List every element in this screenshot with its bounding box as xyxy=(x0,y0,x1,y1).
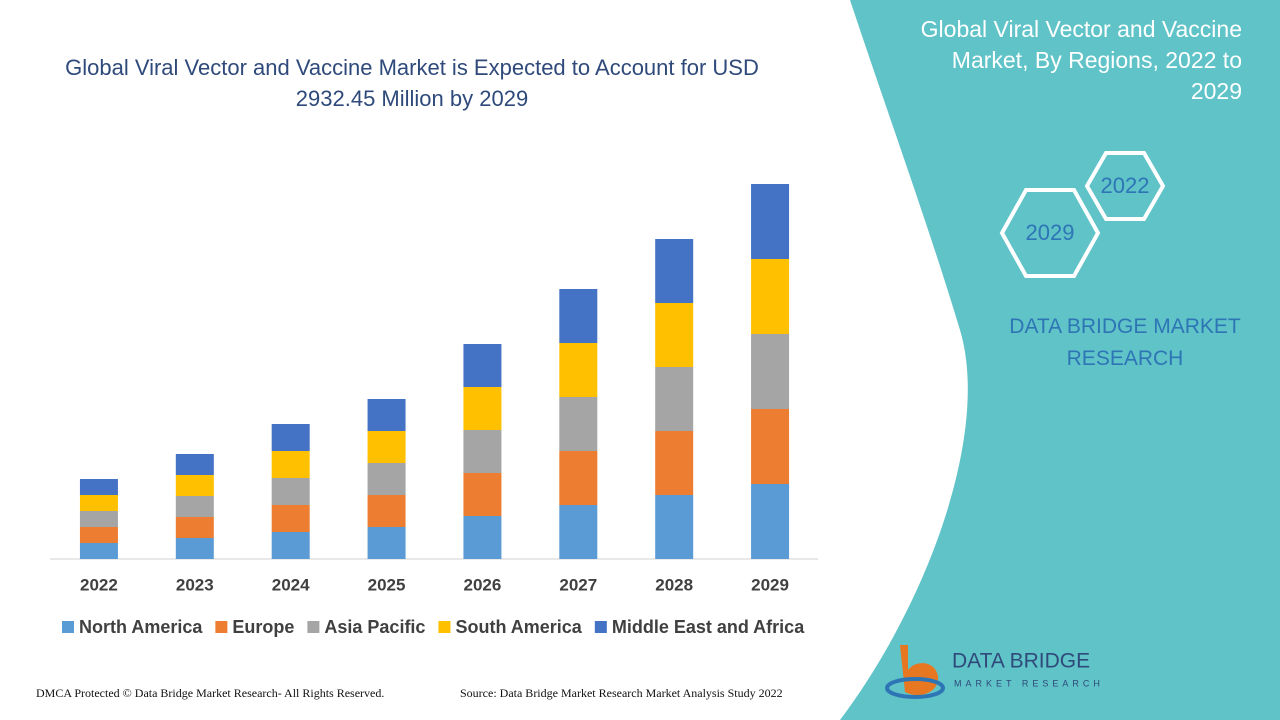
bar-segment xyxy=(655,495,694,559)
bar-segment xyxy=(175,454,214,475)
bar-segment xyxy=(751,184,790,259)
bar-segment xyxy=(175,496,214,517)
bar-segment xyxy=(367,431,406,463)
bar-segment xyxy=(79,495,118,511)
bar-segment xyxy=(463,516,502,559)
bar-segment xyxy=(271,451,310,478)
bar-segment xyxy=(367,463,406,495)
bar-segment xyxy=(559,397,598,451)
bar-segment xyxy=(271,424,310,451)
bar-segment xyxy=(559,289,598,343)
logo-name: DATA BRIDGE xyxy=(952,650,1090,673)
legend-label: Middle East and Africa xyxy=(612,617,805,637)
bar-segment xyxy=(751,484,790,559)
bar-segment xyxy=(751,334,790,409)
x-tick-label: 2027 xyxy=(559,575,597,594)
logo-tagline: MARKET RESEARCH xyxy=(954,678,1104,688)
side-panel xyxy=(840,0,1280,720)
legend-swatch xyxy=(215,621,228,633)
bar-segment xyxy=(79,511,118,527)
hex-label: 2029 xyxy=(1026,220,1075,245)
bar-segment xyxy=(271,478,310,505)
brand: DATA BRIDGE MARKET RESEARCH xyxy=(1009,315,1241,370)
bar-segment xyxy=(559,343,598,397)
legend-swatch xyxy=(307,621,320,633)
x-tick-label: 2028 xyxy=(655,575,693,594)
logo: DATA BRIDGE MARKET RESEARCH xyxy=(885,645,1104,699)
bar-segment xyxy=(559,505,598,559)
bar-segment xyxy=(367,399,406,431)
hex-label: 2022 xyxy=(1101,173,1150,198)
legend-swatch xyxy=(594,621,607,633)
bar-segment xyxy=(79,543,118,559)
logo-mark xyxy=(900,645,939,696)
x-tick-label: 2023 xyxy=(176,575,214,594)
bar-segment xyxy=(751,259,790,334)
x-tick-label: 2026 xyxy=(464,575,502,594)
bar-segment xyxy=(271,532,310,559)
bar-segment xyxy=(655,431,694,495)
bar-segment xyxy=(175,517,214,538)
bar-segment xyxy=(655,367,694,431)
legend-label: South America xyxy=(455,617,582,637)
hexagon xyxy=(999,188,1101,278)
legend-swatch xyxy=(438,621,451,633)
hexagon xyxy=(1084,151,1166,221)
bar-segment xyxy=(367,495,406,527)
bar-segment xyxy=(463,473,502,516)
x-tick-label: 2025 xyxy=(368,575,406,594)
footer-left: DMCA Protected © Data Bridge Market Rese… xyxy=(36,686,385,700)
legend-label: North America xyxy=(79,617,203,637)
footer-right: Source: Data Bridge Market Research Mark… xyxy=(460,686,783,700)
legend-swatch xyxy=(62,621,74,633)
bar-segment xyxy=(463,344,502,387)
x-tick-label: 2022 xyxy=(80,575,118,594)
bar-segment xyxy=(559,451,598,505)
bar-segment xyxy=(175,538,214,559)
legend-label: Europe xyxy=(232,617,294,637)
bar-segment xyxy=(655,239,694,303)
legend-label: Asia Pacific xyxy=(324,617,425,637)
bar-segment xyxy=(367,527,406,559)
panel-heading: Global Viral Vector and Vaccine Market, … xyxy=(920,16,1242,104)
x-tick-label: 2029 xyxy=(751,575,789,594)
bar-segment xyxy=(463,430,502,473)
bar-segment xyxy=(79,527,118,543)
bar-segment xyxy=(271,505,310,532)
chart-title: Global Viral Vector and Vaccine Market i… xyxy=(65,55,759,111)
bar-segment xyxy=(175,475,214,496)
x-tick-label: 2024 xyxy=(272,575,310,594)
bar-segment xyxy=(751,409,790,484)
logo-ring xyxy=(885,677,945,699)
bar-segment xyxy=(655,303,694,367)
bar-segment xyxy=(463,387,502,430)
bar-segment xyxy=(79,479,118,495)
